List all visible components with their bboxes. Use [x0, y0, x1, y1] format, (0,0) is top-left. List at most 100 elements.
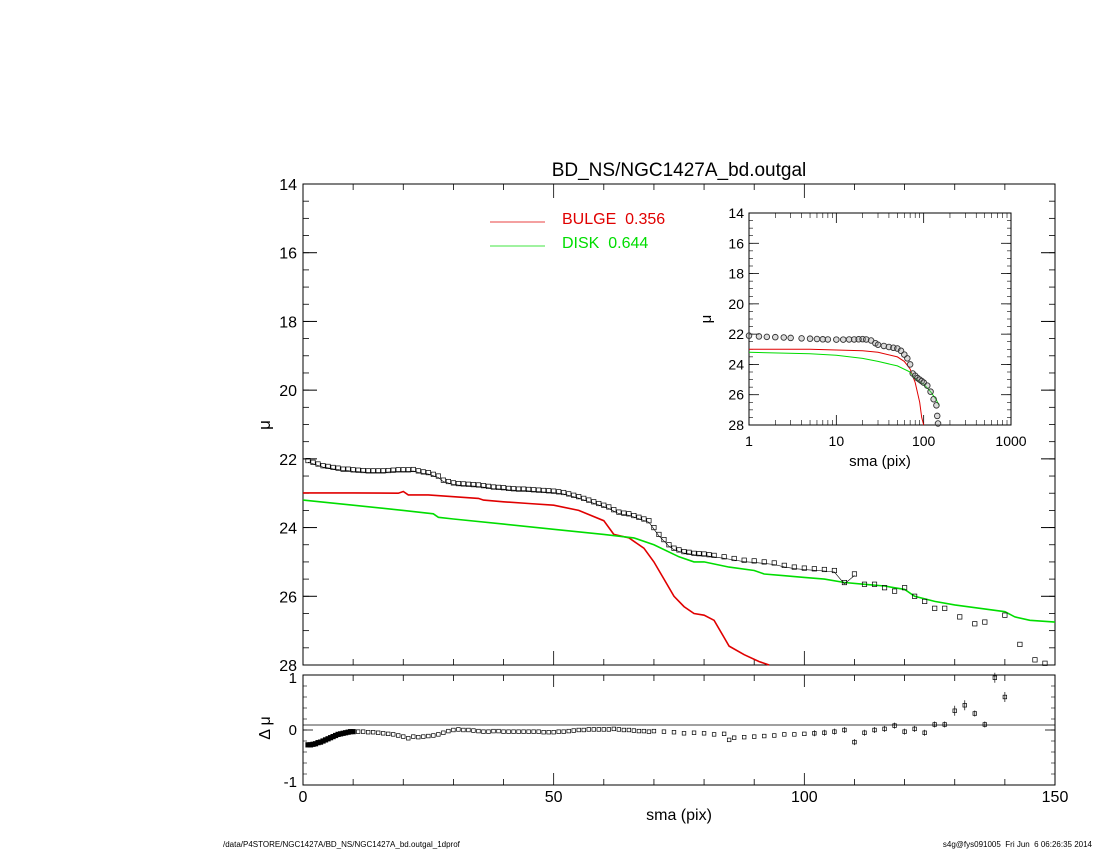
main-data-point: [641, 516, 647, 522]
residual-data-point: [481, 729, 486, 734]
main-data-point: [741, 557, 747, 563]
main-data-point: [731, 555, 737, 562]
residual-data-point: [641, 728, 647, 734]
main-data-point: [596, 500, 602, 507]
main-data-point: [902, 585, 908, 591]
residual-data-point: [526, 729, 531, 734]
residual-data-point: [536, 729, 541, 734]
main-data-point: [957, 614, 963, 620]
residual-y-tick-label: 1: [289, 670, 297, 687]
main-data-point: [601, 502, 607, 508]
inset-data-point: [755, 333, 763, 340]
main-data-point: [505, 485, 512, 491]
inset-data-point: [833, 336, 840, 343]
main-data-point: [646, 518, 652, 524]
residual-data-point: [566, 728, 571, 734]
main-data-point: [305, 458, 311, 464]
main-data-point: [365, 468, 371, 474]
residual-data-point: [972, 711, 977, 716]
main-data-point: [791, 564, 797, 570]
legend-disk-label: DISK 0.644: [562, 235, 648, 252]
residual-data-point: [496, 728, 501, 734]
main-bulge-line: [303, 490, 770, 666]
residual-data-point: [386, 731, 391, 736]
residual-data-point: [701, 731, 707, 736]
main-data-point: [616, 509, 622, 515]
main-data-point: [415, 468, 421, 474]
inset-plot-frame: [748, 212, 1012, 426]
residual-data-point: [541, 730, 546, 735]
main-data-point: [425, 470, 431, 476]
residual-data-point: [476, 728, 481, 734]
main-data-point: [310, 459, 316, 465]
main-y-tick-label: 28: [279, 658, 297, 675]
main-data-point: [656, 531, 662, 537]
main-data-point: [445, 478, 451, 485]
residual-data-point: [731, 735, 737, 740]
main-data-point: [546, 488, 552, 494]
main-data-point: [536, 487, 542, 493]
residual-data-point: [366, 730, 371, 735]
residual-data-point: [812, 731, 817, 736]
residual-data-point: [446, 728, 451, 734]
main-data-point: [500, 485, 507, 491]
main-data-point: [400, 467, 406, 473]
main-data-point: [861, 581, 868, 587]
footer-timestamp: s4g@fys091005 Fri Jun 6 06:26:35 2014: [942, 840, 1092, 849]
main-data-point: [606, 504, 612, 510]
inset-y-tick-label: 22: [728, 326, 744, 342]
main-data-point: [521, 486, 527, 492]
main-y-axis-label: μ: [255, 420, 274, 430]
inset-data-point: [824, 336, 832, 343]
main-y-tick-label: 20: [279, 383, 297, 400]
residual-data-point: [466, 727, 471, 733]
residual-data-point: [516, 729, 521, 734]
main-data-point: [912, 593, 918, 599]
residual-data-point: [501, 729, 506, 734]
residual-data-point: [711, 732, 717, 737]
inset-x-axis-label: sma (pix): [849, 453, 911, 470]
main-data-point: [892, 588, 898, 594]
legend: BULGE 0.356 DISK 0.644: [490, 211, 665, 252]
inset-y-tick-label: 26: [728, 387, 744, 403]
residual-data-point: [591, 727, 596, 732]
main-data-point: [671, 545, 677, 551]
main-data-point: [561, 489, 567, 496]
main-data-point: [932, 605, 938, 611]
main-data-point: [370, 468, 376, 474]
residual-data-point: [571, 728, 576, 733]
residual-data-point: [842, 727, 847, 733]
residual-data-point: [661, 729, 667, 734]
main-ticks: 14 16 18 20 22 24 26 28: [279, 177, 1056, 675]
residual-data-point: [511, 729, 516, 734]
residual-data-point: [752, 734, 757, 739]
residual-x-tick-label: 100: [791, 789, 818, 806]
main-data-point: [340, 466, 346, 472]
main-data-point: [315, 461, 321, 467]
main-data-point: [611, 507, 617, 513]
inset-data-point: [787, 334, 794, 342]
main-data-point: [495, 484, 502, 490]
residual-data-point: [471, 728, 476, 733]
main-data-point: [721, 554, 727, 560]
residual-data-point: [396, 733, 401, 738]
residual-data-point: [992, 675, 997, 680]
main-data-point: [435, 473, 441, 479]
main-data-point: [430, 471, 436, 477]
main-data-point: [801, 565, 807, 571]
main-data-point: [380, 468, 386, 474]
residual-data-point: [962, 703, 967, 708]
residual-data-point: [646, 729, 652, 734]
main-panel: BD_NS/NGC1427A_bd.outgal 14 16 18 20 22 24 26 2…: [255, 160, 1056, 675]
main-data-point: [551, 488, 557, 494]
residual-data-point: [982, 722, 987, 727]
main-data-point: [691, 550, 697, 556]
residual-x-tick-label: 50: [545, 789, 563, 806]
main-data-point: [335, 465, 341, 471]
main-data-point: [526, 486, 532, 492]
residual-data-point: [872, 727, 877, 733]
residual-data-point: [431, 733, 436, 738]
residual-data-point: [616, 727, 621, 732]
